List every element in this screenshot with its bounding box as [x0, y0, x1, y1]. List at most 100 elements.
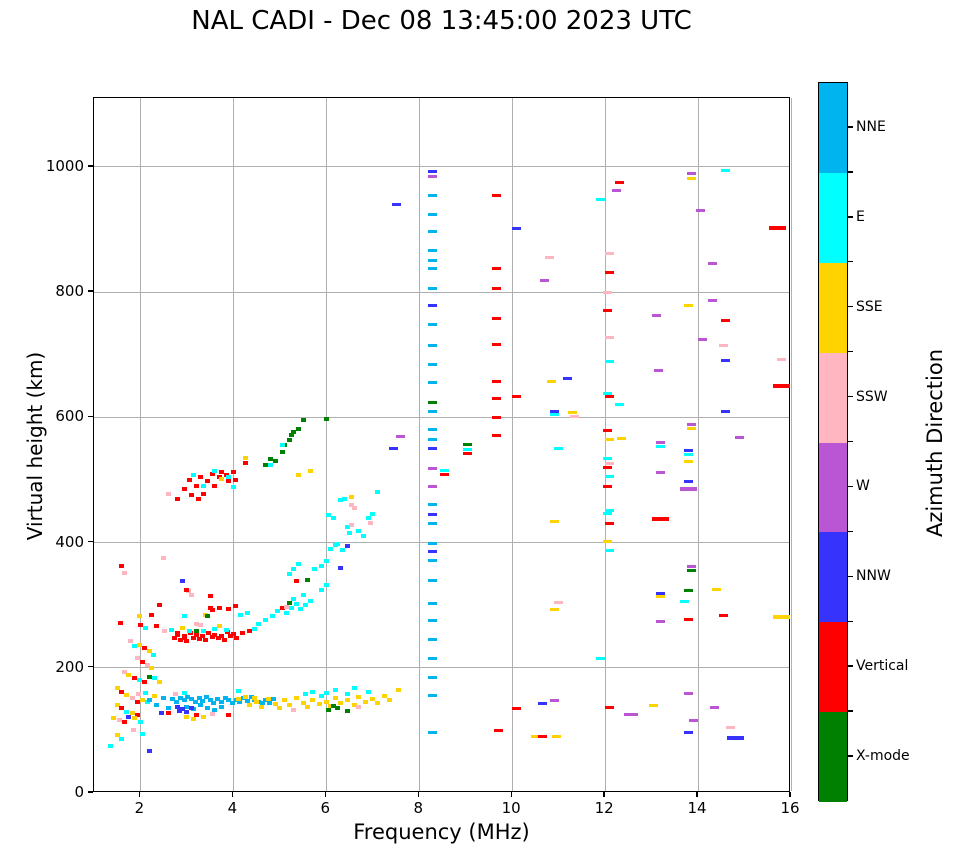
- data-point: [275, 609, 281, 614]
- data-point: [721, 319, 731, 323]
- data-point: [117, 621, 123, 626]
- data-point: [286, 571, 292, 576]
- colorbar-tick-label: SSE: [856, 298, 883, 315]
- data-point: [656, 470, 666, 474]
- data-point: [684, 618, 694, 622]
- data-point: [193, 621, 199, 626]
- data-point: [554, 600, 564, 604]
- data-point: [427, 693, 437, 697]
- colorbar-boundary-tick: [848, 261, 853, 263]
- data-point: [244, 611, 250, 616]
- data-point: [309, 697, 315, 702]
- data-point: [237, 612, 243, 617]
- x-tick-label: 8: [413, 799, 424, 817]
- data-point: [268, 457, 274, 462]
- data-point: [116, 717, 122, 722]
- data-point: [135, 692, 141, 697]
- data-point: [184, 715, 190, 720]
- data-point: [602, 457, 612, 461]
- data-point: [193, 713, 199, 718]
- data-point: [305, 578, 311, 583]
- data-point: [337, 565, 343, 570]
- data-point: [709, 705, 719, 709]
- data-point: [200, 491, 206, 496]
- colorbar-boundary-tick: [848, 350, 853, 353]
- data-point: [158, 710, 164, 715]
- data-point: [184, 704, 190, 709]
- data-point: [226, 713, 232, 718]
- data-point: [427, 618, 437, 622]
- data-point: [230, 470, 236, 475]
- data-point: [142, 626, 148, 631]
- gridline-horizontal: [94, 416, 789, 418]
- colorbar-tick-label: W: [856, 478, 870, 495]
- data-point: [235, 697, 241, 702]
- data-point: [549, 520, 559, 524]
- data-point: [605, 522, 615, 526]
- data-point: [427, 170, 437, 174]
- data-point: [254, 699, 260, 704]
- data-point: [242, 461, 248, 466]
- data-point: [512, 226, 522, 230]
- data-point: [171, 636, 177, 641]
- data-point: [205, 479, 211, 484]
- data-point: [200, 484, 206, 489]
- data-point: [512, 394, 522, 398]
- data-point: [200, 698, 206, 703]
- data-point: [121, 669, 127, 674]
- data-point: [149, 666, 155, 671]
- data-point: [605, 360, 615, 364]
- data-point: [349, 502, 355, 507]
- data-point: [142, 690, 148, 695]
- data-point: [605, 475, 615, 479]
- data-point: [137, 719, 143, 724]
- data-point: [293, 695, 299, 700]
- data-point: [612, 188, 622, 192]
- data-point: [374, 701, 380, 706]
- data-point: [602, 512, 612, 516]
- x-tick-label: 6: [320, 799, 331, 817]
- data-point: [267, 701, 273, 706]
- gridline-horizontal: [94, 542, 789, 544]
- data-point: [206, 630, 212, 635]
- data-point: [427, 542, 437, 546]
- gridline-vertical: [325, 98, 327, 791]
- data-point: [326, 707, 332, 712]
- data-point: [427, 304, 437, 308]
- data-point: [427, 675, 437, 679]
- data-point: [170, 697, 176, 702]
- data-point: [139, 659, 145, 664]
- data-point: [302, 603, 308, 608]
- x-tick-label: 2: [134, 799, 145, 817]
- data-point: [218, 699, 224, 704]
- data-point: [614, 181, 624, 185]
- data-point: [114, 732, 120, 737]
- data-point: [570, 414, 580, 418]
- data-point: [119, 736, 125, 741]
- data-point: [124, 692, 130, 697]
- colorbar-label: Azimuth Direction: [923, 348, 947, 538]
- data-point: [256, 621, 262, 626]
- data-point: [777, 357, 787, 361]
- data-point: [162, 629, 168, 634]
- data-point: [226, 474, 232, 479]
- data-point: [244, 698, 250, 703]
- data-point: [719, 613, 729, 617]
- data-point: [286, 601, 292, 606]
- data-point: [146, 674, 152, 679]
- data-point: [295, 562, 301, 567]
- data-point: [427, 578, 437, 582]
- data-point: [209, 471, 215, 476]
- colorbar-tick: [848, 755, 853, 757]
- data-point: [184, 638, 190, 643]
- data-point: [707, 298, 717, 302]
- data-point: [286, 437, 292, 442]
- data-point: [131, 676, 137, 681]
- x-tick-label: 10: [501, 799, 521, 817]
- colorbar-segment-w: [819, 442, 847, 533]
- data-point: [282, 698, 287, 703]
- data-point: [344, 708, 350, 713]
- data-point: [374, 489, 380, 494]
- data-point: [153, 624, 159, 629]
